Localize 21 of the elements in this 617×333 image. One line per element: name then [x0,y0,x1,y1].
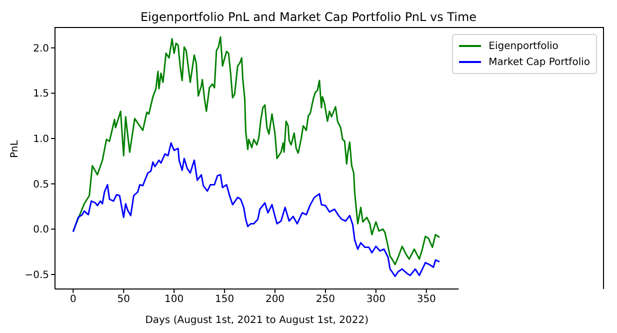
x-tick-label: 100 [164,294,184,306]
y-tick-label: 0.0 [33,224,49,236]
chart-title: Eigenportfolio PnL and Market Cap Portfolio PnL vs Time [139,10,478,24]
line-series [72,36,440,266]
y-tick-label: 0.5 [33,179,49,190]
y-tick-label: 1.5 [33,88,49,100]
legend-label: Market Cap Portfolio [488,56,590,68]
x-tick-label: 250 [316,294,336,306]
x-axis-title: Days (August 1st, 2021 to August 1st, 2022) [145,315,369,326]
x-tick-label: 50 [117,294,130,306]
x-tick-label: 300 [366,294,386,306]
y-axis-title: PnL [10,140,21,158]
y-tick-label: 1.0 [33,134,49,146]
y-tick-label: −0.5 [24,270,49,282]
x-tick-label: 0 [70,294,76,306]
x-tick-label: 200 [265,294,285,306]
y-tick-label: 2.0 [33,43,49,54]
x-tick-label: 350 [416,294,436,306]
x-tick-label: 150 [214,294,234,306]
line-series [72,142,440,278]
legend-label: Eigenportfolio [488,40,558,52]
